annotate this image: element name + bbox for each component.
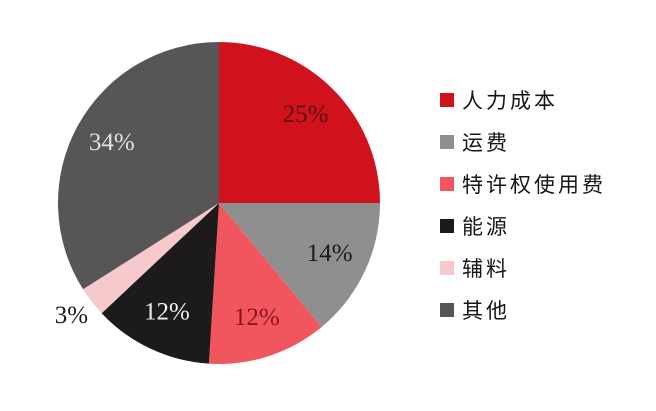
legend-swatch-icon (440, 219, 454, 233)
pie-slice-0 (219, 42, 380, 203)
legend-item-4: 辅料 (440, 254, 606, 282)
pie-slice-1 (219, 203, 380, 328)
slice-label-3: 12% (144, 298, 190, 325)
legend-label: 运费 (462, 131, 510, 155)
legend-label: 能源 (462, 215, 510, 239)
legend-label: 其他 (462, 299, 510, 323)
slice-label-2: 12% (234, 304, 280, 331)
legend-item-2: 特许权使用费 (440, 170, 606, 198)
legend-label: 辅料 (462, 257, 510, 281)
legend-swatch-icon (440, 135, 454, 149)
slice-label-0: 25% (283, 101, 329, 128)
slice-label-5: 34% (89, 129, 135, 156)
legend-item-3: 能源 (440, 212, 606, 240)
pie-slice-4 (83, 203, 219, 314)
legend-swatch-icon (440, 261, 454, 275)
legend-label: 特许权使用费 (462, 173, 606, 197)
legend-label: 人力成本 (462, 89, 558, 113)
legend-swatch-icon (440, 93, 454, 107)
slice-label-1: 14% (307, 240, 353, 267)
legend-item-5: 其他 (440, 296, 606, 324)
legend-swatch-icon (440, 177, 454, 191)
legend-swatch-icon (440, 303, 454, 317)
legend-item-1: 运费 (440, 128, 606, 156)
pie-slice-2 (208, 203, 322, 364)
pie-slice-3 (101, 203, 219, 364)
pie-slice-5 (57, 42, 219, 290)
legend: 人力成本运费特许权使用费 能源辅料其他 (440, 86, 606, 338)
slice-label-4: 3% (55, 302, 88, 329)
legend-item-0: 人力成本 (440, 86, 606, 114)
